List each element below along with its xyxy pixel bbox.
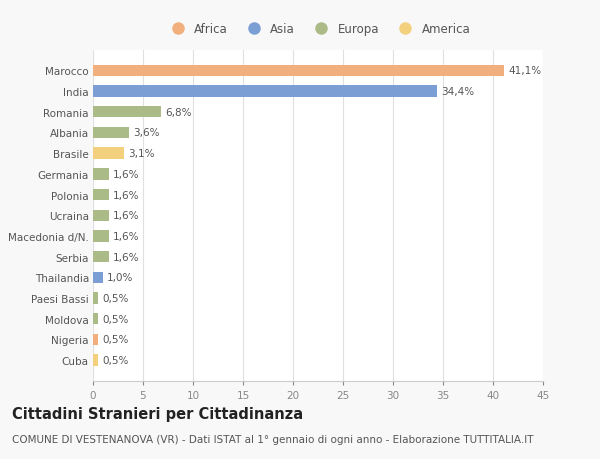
Legend: Africa, Asia, Europa, America: Africa, Asia, Europa, America xyxy=(163,20,473,38)
Bar xyxy=(93,293,98,304)
Text: 3,1%: 3,1% xyxy=(128,149,155,159)
Bar xyxy=(93,169,109,180)
Text: 0,5%: 0,5% xyxy=(102,293,128,303)
Bar xyxy=(93,313,98,325)
Text: 1,0%: 1,0% xyxy=(107,273,133,283)
Text: 1,6%: 1,6% xyxy=(113,211,139,221)
Text: 1,6%: 1,6% xyxy=(113,190,139,200)
Bar xyxy=(93,210,109,221)
Text: Cittadini Stranieri per Cittadinanza: Cittadini Stranieri per Cittadinanza xyxy=(12,406,303,421)
Text: 34,4%: 34,4% xyxy=(441,87,474,97)
Bar xyxy=(93,148,124,159)
Text: 1,6%: 1,6% xyxy=(113,231,139,241)
Text: COMUNE DI VESTENANOVA (VR) - Dati ISTAT al 1° gennaio di ogni anno - Elaborazion: COMUNE DI VESTENANOVA (VR) - Dati ISTAT … xyxy=(12,434,533,444)
Bar xyxy=(93,334,98,345)
Bar xyxy=(93,190,109,201)
Text: 0,5%: 0,5% xyxy=(102,355,128,365)
Bar xyxy=(93,272,103,283)
Text: 0,5%: 0,5% xyxy=(102,335,128,345)
Bar xyxy=(93,66,504,77)
Bar xyxy=(93,355,98,366)
Bar xyxy=(93,252,109,263)
Bar xyxy=(93,107,161,118)
Bar xyxy=(93,86,437,97)
Text: 6,8%: 6,8% xyxy=(165,107,191,118)
Text: 3,6%: 3,6% xyxy=(133,128,160,138)
Bar xyxy=(93,231,109,242)
Text: 0,5%: 0,5% xyxy=(102,314,128,324)
Bar xyxy=(93,128,129,139)
Text: 41,1%: 41,1% xyxy=(508,66,541,76)
Text: 1,6%: 1,6% xyxy=(113,169,139,179)
Text: 1,6%: 1,6% xyxy=(113,252,139,262)
